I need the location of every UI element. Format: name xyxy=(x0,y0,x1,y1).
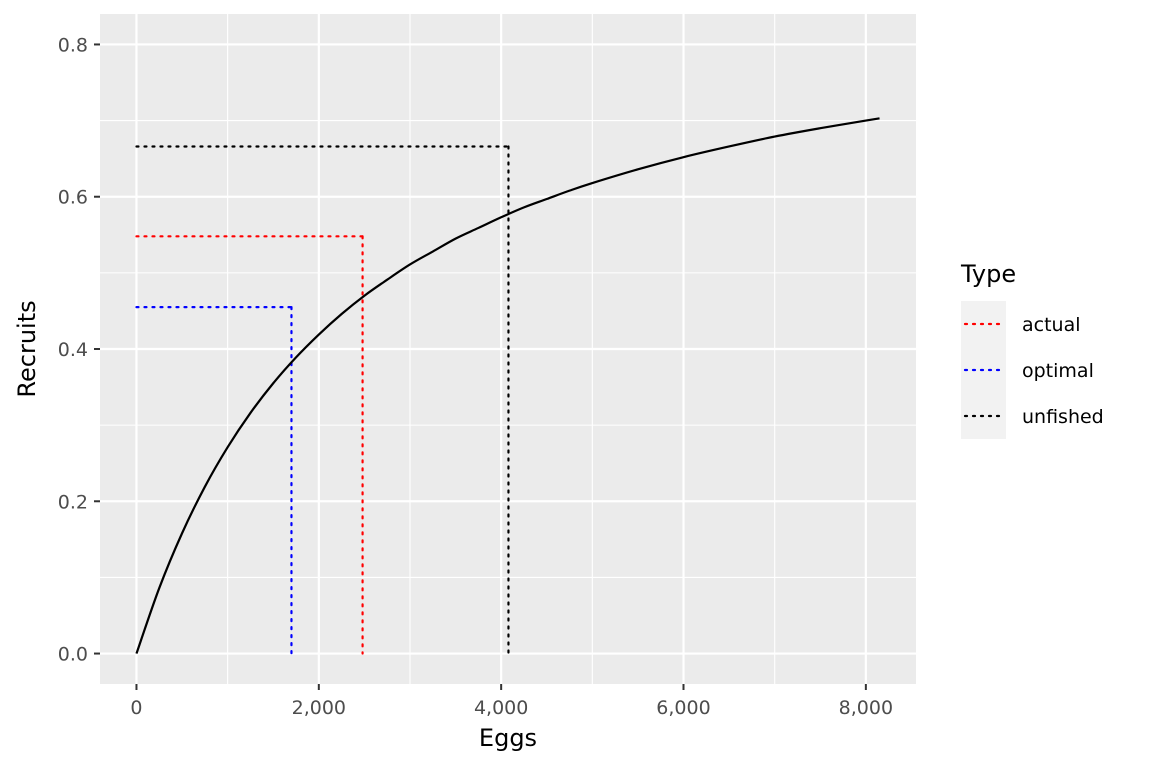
y-axis-title: Recruits xyxy=(13,300,41,397)
x-tick-label: 8,000 xyxy=(839,697,893,719)
y-axis: 0.0 0.2 0.4 0.6 0.8 xyxy=(58,34,100,666)
recruitment-curve xyxy=(135,117,880,654)
y-tick-label: 0.8 xyxy=(58,34,88,56)
y-tick-label: 0.2 xyxy=(58,491,88,513)
x-tick-label: 4,000 xyxy=(474,697,528,719)
legend: Type actual optimal unfished xyxy=(960,260,1104,439)
y-tick-label: 0.6 xyxy=(58,187,88,209)
y-tick-label: 0.0 xyxy=(58,644,88,666)
x-tick-label: 0 xyxy=(130,697,142,719)
x-axis: 0 2,000 4,000 6,000 8,000 xyxy=(130,684,893,719)
reference-lines xyxy=(135,145,510,655)
x-tick-label: 6,000 xyxy=(656,697,710,719)
x-tick-label: 2,000 xyxy=(292,697,346,719)
y-tick-label: 0.4 xyxy=(58,339,88,361)
x-axis-title: Eggs xyxy=(479,724,537,752)
legend-entries: actual optimal unfished xyxy=(963,314,1104,428)
legend-label-actual: actual xyxy=(1022,314,1081,336)
legend-title: Type xyxy=(960,260,1016,288)
legend-label-unfished: unfished xyxy=(1022,406,1104,428)
legend-label-optimal: optimal xyxy=(1022,360,1094,382)
